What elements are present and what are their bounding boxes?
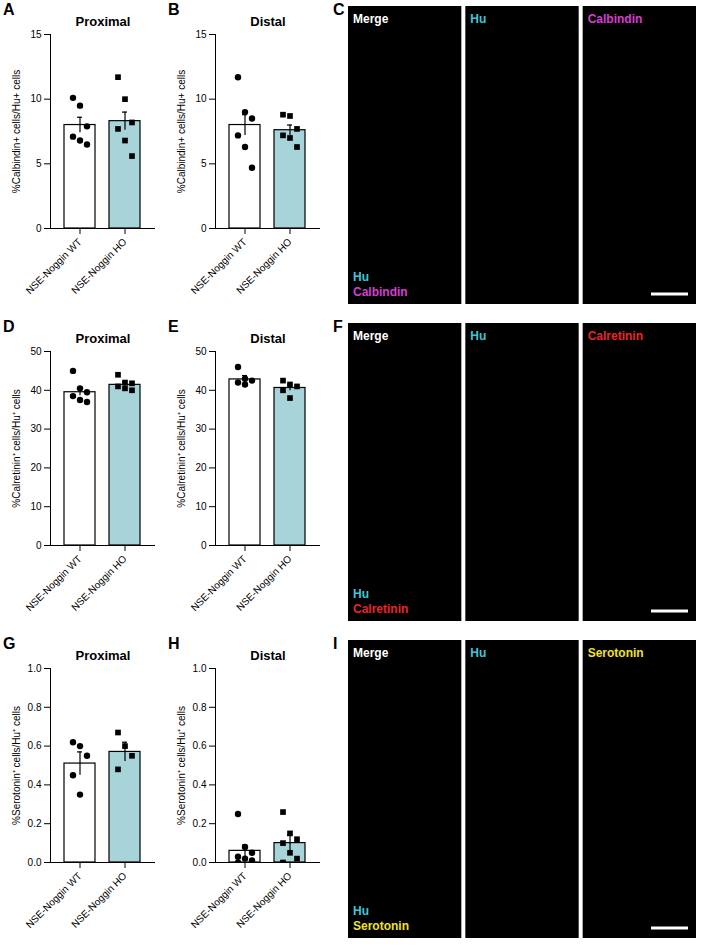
html-text:B: B — [168, 1, 180, 18]
svg-text:NSE-Noggin WT: NSE-Noggin WT — [23, 870, 84, 931]
svg-text:0.2: 0.2 — [28, 818, 42, 829]
svg-text:0.8: 0.8 — [193, 702, 207, 713]
html-text:G: G — [3, 635, 16, 652]
svg-text:10: 10 — [195, 501, 207, 512]
svg-text:Hu: Hu — [470, 329, 486, 343]
html-text:H: H — [168, 635, 180, 652]
svg-text:0.6: 0.6 — [193, 740, 207, 751]
svg-text:5: 5 — [36, 158, 42, 169]
svg-text:Serotonin: Serotonin — [588, 646, 644, 660]
svg-text:%Calretinin⁺ cells/Hu⁺ cells: %Calretinin⁺ cells/Hu⁺ cells — [11, 389, 22, 507]
html-text:I: I — [333, 635, 338, 652]
svg-text:Calretinin: Calretinin — [588, 329, 643, 343]
svg-text:1.0: 1.0 — [28, 663, 42, 674]
svg-text:Calbindin: Calbindin — [353, 285, 408, 299]
svg-text:Hu: Hu — [353, 904, 369, 918]
svg-text:%Calretinin⁺ cells/Hu⁺ cells: %Calretinin⁺ cells/Hu⁺ cells — [176, 389, 187, 507]
svg-text:Merge: Merge — [353, 329, 389, 343]
svg-text:NSE-Noggin HO: NSE-Noggin HO — [69, 236, 129, 296]
svg-text:30: 30 — [195, 423, 207, 434]
svg-text:10: 10 — [30, 93, 42, 104]
svg-text:Merge: Merge — [353, 646, 389, 660]
svg-text:0.8: 0.8 — [28, 702, 42, 713]
svg-text:Proximal: Proximal — [76, 648, 131, 663]
svg-text:10: 10 — [30, 501, 42, 512]
svg-text:%Calbindin+ cells/Hu+ cells: %Calbindin+ cells/Hu+ cells — [11, 70, 22, 193]
svg-text:Hu: Hu — [470, 12, 486, 26]
svg-text:Hu: Hu — [353, 587, 369, 601]
svg-text:50: 50 — [30, 346, 42, 357]
svg-text:40: 40 — [195, 385, 207, 396]
svg-text:Proximal: Proximal — [76, 331, 131, 346]
svg-text:Distal: Distal — [250, 14, 285, 29]
svg-text:30: 30 — [30, 423, 42, 434]
svg-text:Calretinin: Calretinin — [353, 602, 408, 616]
svg-text:0.4: 0.4 — [193, 779, 207, 790]
svg-text:20: 20 — [195, 462, 207, 473]
svg-text:20: 20 — [30, 462, 42, 473]
svg-text:Distal: Distal — [250, 648, 285, 663]
svg-text:0.4: 0.4 — [28, 779, 42, 790]
svg-text:50: 50 — [195, 346, 207, 357]
svg-text:40: 40 — [30, 385, 42, 396]
svg-text:NSE-Noggin HO: NSE-Noggin HO — [234, 870, 294, 930]
svg-text:NSE-Noggin WT: NSE-Noggin WT — [23, 553, 84, 614]
svg-text:15: 15 — [30, 29, 42, 40]
svg-text:0: 0 — [36, 223, 42, 234]
svg-text:0.2: 0.2 — [193, 818, 207, 829]
svg-text:Hu: Hu — [353, 270, 369, 284]
svg-text:NSE-Noggin WT: NSE-Noggin WT — [23, 236, 84, 297]
svg-text:5: 5 — [201, 158, 207, 169]
svg-text:Proximal: Proximal — [76, 14, 131, 29]
html-text:E: E — [168, 318, 179, 335]
svg-text:%Serotonin⁺ cells/Hu⁺ cells: %Serotonin⁺ cells/Hu⁺ cells — [11, 706, 22, 825]
svg-text:Merge: Merge — [353, 12, 389, 26]
svg-text:10: 10 — [195, 93, 207, 104]
svg-text:Hu: Hu — [470, 646, 486, 660]
svg-text:Distal: Distal — [250, 331, 285, 346]
svg-text:%Calbindin+ cells/Hu+ cells: %Calbindin+ cells/Hu+ cells — [176, 70, 187, 193]
svg-text:0: 0 — [36, 540, 42, 551]
svg-text:1.0: 1.0 — [193, 663, 207, 674]
svg-text:NSE-Noggin HO: NSE-Noggin HO — [234, 553, 294, 613]
html-text:F: F — [333, 318, 343, 335]
svg-text:0.0: 0.0 — [193, 857, 207, 868]
svg-text:0.0: 0.0 — [28, 857, 42, 868]
svg-text:NSE-Noggin HO: NSE-Noggin HO — [69, 553, 129, 613]
svg-text:15: 15 — [195, 29, 207, 40]
svg-text:NSE-Noggin WT: NSE-Noggin WT — [188, 236, 249, 297]
svg-text:NSE-Noggin HO: NSE-Noggin HO — [234, 236, 294, 296]
svg-text:NSE-Noggin WT: NSE-Noggin WT — [188, 870, 249, 931]
html-text:A: A — [3, 1, 15, 18]
svg-text:Serotonin: Serotonin — [353, 919, 409, 933]
html-text:C: C — [333, 1, 345, 18]
svg-text:NSE-Noggin HO: NSE-Noggin HO — [69, 870, 129, 930]
svg-text:0: 0 — [201, 540, 207, 551]
svg-text:NSE-Noggin WT: NSE-Noggin WT — [188, 553, 249, 614]
svg-text:%Serotonin⁺ cells/Hu⁺ cells: %Serotonin⁺ cells/Hu⁺ cells — [176, 706, 187, 825]
svg-text:0.6: 0.6 — [28, 740, 42, 751]
svg-text:Calbindin: Calbindin — [588, 12, 643, 26]
svg-text:0: 0 — [201, 223, 207, 234]
html-text:D: D — [3, 318, 15, 335]
